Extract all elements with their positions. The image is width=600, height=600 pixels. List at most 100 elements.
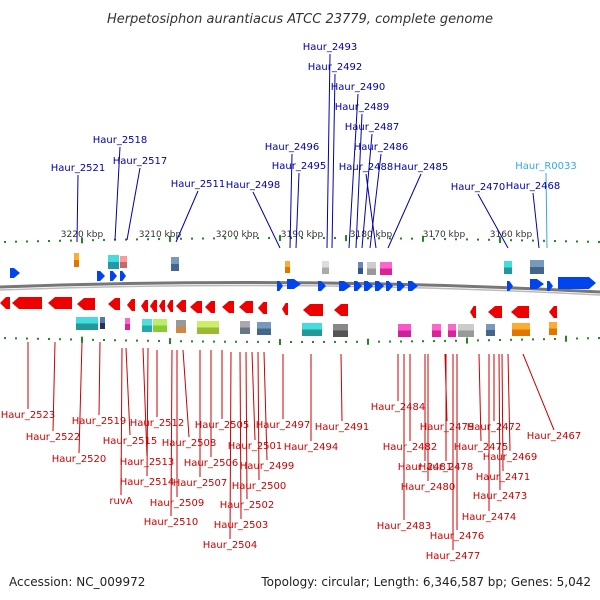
tick-lower [191,340,193,343]
bottom-gene-label: Haur_2515 [103,436,158,447]
bottom-gene-label: Haur_2502 [220,500,275,511]
feature-block-lower [448,324,456,331]
feature-block-upper [380,268,392,275]
tick-lower [378,340,380,343]
tick-lower [587,337,589,340]
bottom-gene-label: Haur_2472 [467,422,522,433]
top-gene-label: Haur_2492 [308,62,363,73]
bottom-gene-label: Haur_2494 [284,442,339,453]
minus-strand-gene [150,300,157,312]
feature-block-upper [504,267,512,274]
topology-summary: Topology: circular; Length: 6,346,587 bp… [260,575,591,589]
gene-features [0,253,596,337]
top-label-leader [175,190,199,243]
bottom-gene-label: Haur_2475 [454,442,509,453]
kbp-tick-label: 3200 kbp [216,230,259,240]
tick-upper [499,236,501,243]
bottom-gene-labels: Haur_2523Haur_2522Haur_2520Haur_2519Haur… [1,341,581,562]
tick-upper [202,237,204,240]
bottom-gene-label: Haur_2476 [430,531,485,542]
feature-block-lower [142,325,152,332]
tick-lower [389,340,391,343]
tick-lower [323,340,325,343]
top-gene-label: Haur_2495 [272,161,327,172]
bottom-label-leader [142,347,148,457]
tick-lower [532,338,534,341]
minus-strand-gene [159,300,165,312]
tick-upper [235,237,237,240]
bottom-gene-label: Haur_2522 [26,432,81,443]
feature-block-upper [120,262,127,268]
bottom-label-leader [251,351,256,441]
feature-block-lower [486,330,495,336]
top-gene-label: Haur_2496 [265,142,320,153]
top-label-leader [387,173,422,249]
tick-upper [224,237,226,240]
tick-upper [169,235,171,242]
tick-lower [301,340,303,343]
feature-block-lower [125,324,130,330]
tick-lower [136,339,138,342]
tick-lower [312,340,314,343]
tick-lower [411,340,413,343]
bottom-gene-label: Haur_2504 [203,540,258,551]
feature-block-upper [108,262,119,269]
tick-upper [389,237,391,240]
map-title: Herpetosiphon aurantiacus ATCC 23779, co… [107,12,493,27]
tick-lower [422,340,424,343]
feature-block-upper [367,268,376,275]
plus-strand-gene [530,279,544,289]
accession-text: Accession: NC_009972 [9,575,145,589]
feature-block-lower [512,329,530,336]
bottom-label-leader [125,347,131,436]
tick-upper [543,239,545,242]
tick-lower [114,339,116,342]
top-label-leader [348,93,359,249]
plus-strand-gene [339,281,351,291]
bottom-label-leader [98,341,101,416]
tick-lower [466,337,468,344]
tick-lower [356,340,358,343]
kbp-tick-label: 3220 kbp [61,230,104,240]
kbp-tick-label: 3210 kbp [139,230,182,240]
bottom-gene-label: Haur_2523 [1,410,56,421]
feature-block-lower [176,320,186,327]
tick-upper [136,238,138,241]
tick-upper [48,240,50,243]
top-gene-label: Haur_2489 [335,102,390,113]
bottom-gene-label: Haur_2491 [315,422,370,433]
plus-strand-gene [354,281,362,291]
tick-upper [488,238,490,241]
plus-strand-gene [277,281,283,291]
bottom-gene-label: Haur_2506 [184,458,239,469]
tick-lower [499,339,501,342]
tick-upper [576,240,578,243]
minus-strand-gene [0,297,10,309]
tick-upper [180,237,182,240]
tick-upper [147,238,149,241]
tick-lower [202,340,204,343]
top-gene-label: Haur_2511 [171,179,226,190]
tick-upper [268,237,270,240]
top-label-leader [477,193,509,249]
bottom-gene-label: Haur_2481 [398,462,453,473]
tick-upper [466,238,468,241]
tick-upper [312,237,314,240]
bottom-label-leader [239,351,242,520]
minus-strand-gene [470,306,476,318]
tick-upper [191,237,193,240]
tick-upper [444,238,446,241]
tick-lower [279,338,281,345]
feature-block-lower [398,330,411,337]
tick-upper [378,237,380,240]
bottom-gene-label: Haur_2500 [232,481,287,492]
feature-block-lower [448,330,456,337]
feature-block-lower [240,321,250,328]
tick-lower [4,337,6,340]
plus-strand-gene [318,281,326,291]
bottom-gene-label: Haur_2499 [240,461,295,472]
bottom-gene-label: Haur_2512 [130,418,185,429]
tick-upper [70,239,72,242]
tick-upper [598,240,600,243]
